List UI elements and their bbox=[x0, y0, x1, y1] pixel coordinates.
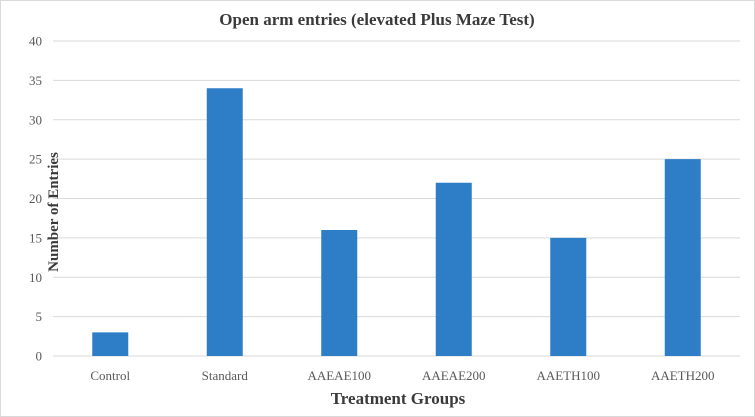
y-tick-label: 35 bbox=[29, 73, 42, 88]
bar-aaeae200 bbox=[435, 182, 472, 356]
bar-control bbox=[92, 332, 129, 356]
x-tick-label: AAETH100 bbox=[536, 368, 600, 383]
y-tick-label: 15 bbox=[29, 230, 42, 245]
x-tick-label: AAEAE100 bbox=[307, 368, 371, 383]
x-tick-label: Control bbox=[90, 368, 130, 383]
y-tick-label: 40 bbox=[29, 34, 42, 49]
y-tick-label: 5 bbox=[36, 309, 43, 324]
y-tick-label: 25 bbox=[29, 152, 42, 167]
y-tick-label: 0 bbox=[36, 349, 43, 364]
x-tick-label: Standard bbox=[202, 368, 249, 383]
bars bbox=[92, 88, 701, 356]
x-axis-title: Treatment Groups bbox=[331, 389, 466, 408]
gridlines bbox=[53, 40, 740, 357]
y-axis-ticks: 0 5 10 15 20 25 30 35 40 bbox=[29, 34, 42, 364]
chart-title: Open arm entries (elevated Plus Maze Tes… bbox=[219, 10, 534, 29]
y-tick-label: 30 bbox=[29, 112, 42, 127]
bar-aaeth200 bbox=[664, 159, 701, 356]
bar-standard bbox=[206, 88, 243, 356]
y-tick-label: 20 bbox=[29, 191, 42, 206]
bar-aaeae100 bbox=[321, 230, 358, 356]
x-axis-ticks: Control Standard AAEAE100 AAEAE200 AAETH100 A… bbox=[90, 368, 714, 383]
y-axis-title: Number of Entries bbox=[46, 152, 62, 272]
y-tick-label: 10 bbox=[29, 270, 42, 285]
x-tick-label: AAETH200 bbox=[651, 368, 715, 383]
x-tick-label: AAEAE200 bbox=[422, 368, 486, 383]
bar-aaeth100 bbox=[550, 237, 587, 356]
